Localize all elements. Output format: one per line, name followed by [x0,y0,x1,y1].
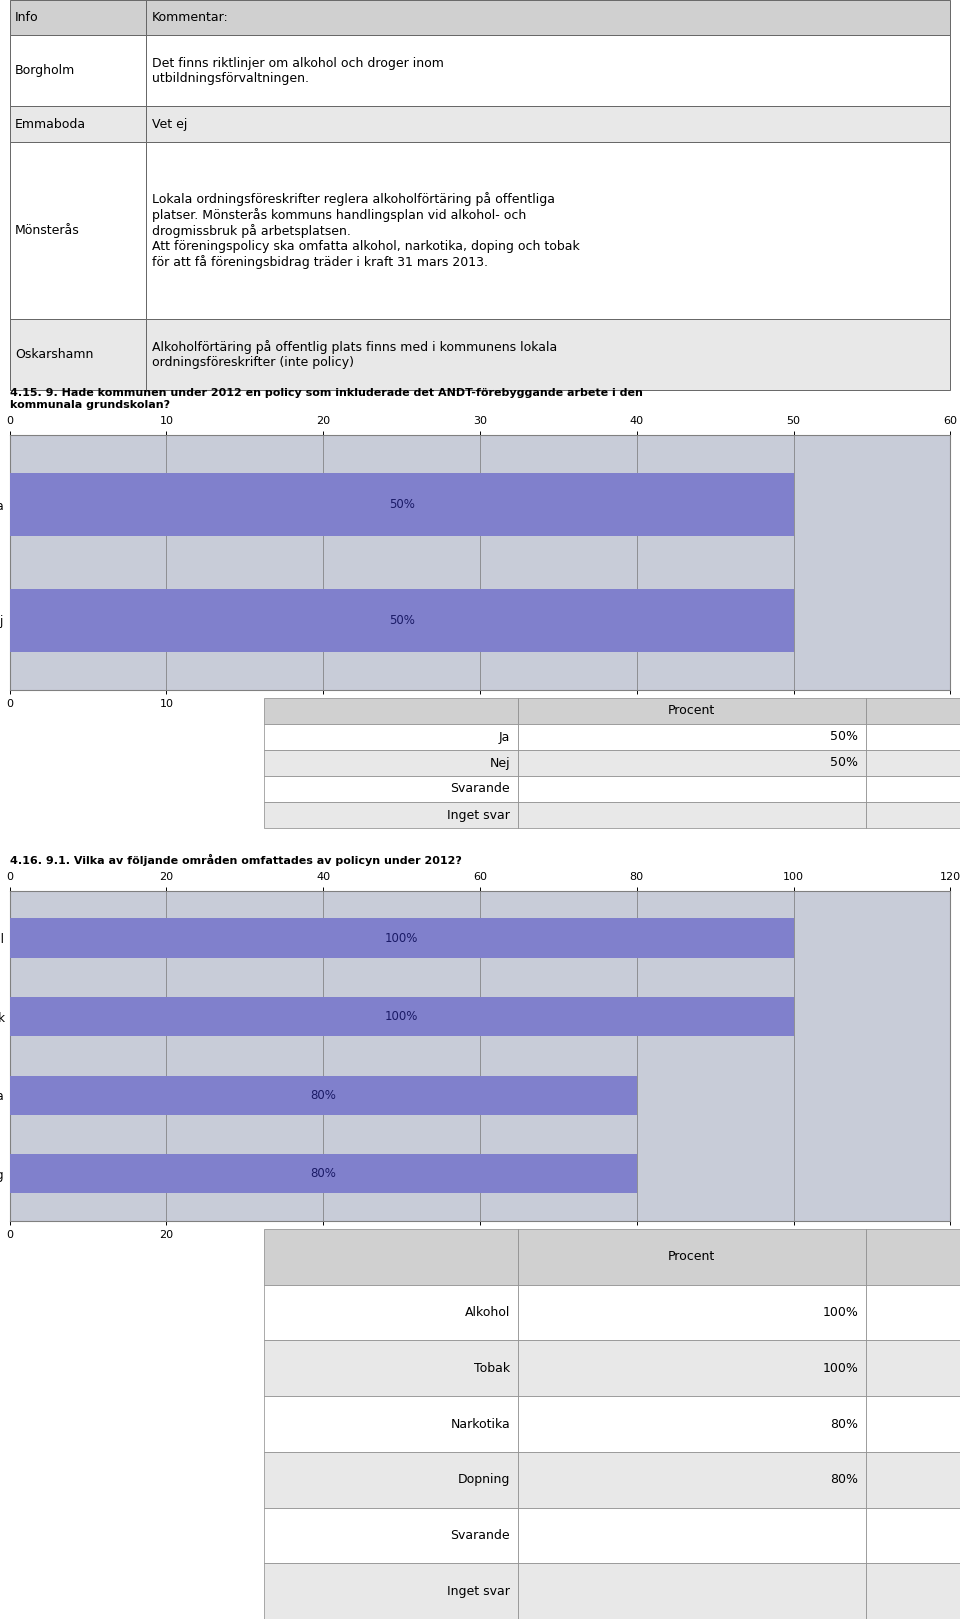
Bar [10,1075,636,1115]
Bar [10,107,146,142]
Bar [866,801,960,827]
Bar [866,698,960,724]
Bar [146,0,950,36]
Bar [264,1229,517,1285]
Bar [264,1285,517,1341]
Text: Alkoholförtäring på offentlig plats finns med i kommunens lokala
ordningsföreskr: Alkoholförtäring på offentlig plats finn… [152,340,557,369]
Bar [10,473,794,536]
Text: Emmaboda: Emmaboda [15,118,86,131]
Bar [517,1507,866,1564]
Bar [866,750,960,776]
Text: Oskarshamn: Oskarshamn [15,348,94,361]
Text: Svarande: Svarande [450,782,510,795]
Text: 80%: 80% [830,1473,858,1486]
Text: 4.16. 9.1. Vilka av följande områden omfattades av policyn under 2012?: 4.16. 9.1. Vilka av följande områden omf… [10,853,462,866]
Text: Inget svar: Inget svar [447,808,510,821]
Text: Dopning: Dopning [458,1473,510,1486]
Bar [264,801,517,827]
Bar [264,1341,517,1396]
Text: 80%: 80% [310,1090,336,1103]
Bar [146,142,950,319]
Text: 50%: 50% [830,730,858,743]
Bar [146,36,950,107]
Text: 80%: 80% [310,1167,336,1180]
Bar [517,724,866,750]
Bar [866,1396,960,1452]
Bar [517,750,866,776]
Bar [866,1285,960,1341]
Text: Inget svar: Inget svar [447,1585,510,1598]
Bar [866,1341,960,1396]
Bar [146,319,950,390]
Bar [264,1452,517,1507]
Text: 100%: 100% [385,931,419,944]
Text: Nej: Nej [490,756,510,769]
Bar [146,107,950,142]
Text: 100%: 100% [823,1307,858,1319]
Bar [10,319,146,390]
Bar [10,0,146,36]
Bar [517,1396,866,1452]
Text: 100%: 100% [385,1010,419,1023]
Bar [264,724,517,750]
Bar [10,918,794,958]
Text: Lokala ordningsföreskrifter reglera alkoholförtäring på offentliga
platser. Möns: Lokala ordningsföreskrifter reglera alko… [152,191,580,269]
Bar [517,1285,866,1341]
Text: 50%: 50% [389,614,415,627]
Bar [10,36,146,107]
Text: Det finns riktlinjer om alkohol och droger inom
utbildningsförvaltningen.: Det finns riktlinjer om alkohol och drog… [152,57,444,84]
Bar [264,1396,517,1452]
Bar [866,1507,960,1564]
Bar [264,1507,517,1564]
Text: Narkotika: Narkotika [450,1418,510,1431]
Bar [866,1229,960,1285]
Text: Ja: Ja [499,730,510,743]
Bar [264,750,517,776]
Text: 50%: 50% [830,756,858,769]
Bar [866,1452,960,1507]
Text: 4.15. 9. Hade kommunen under 2012 en policy som inkluderade det ANDT-förebyggand: 4.15. 9. Hade kommunen under 2012 en pol… [10,389,642,410]
Bar [866,776,960,801]
Text: 100%: 100% [823,1362,858,1375]
Text: 80%: 80% [830,1418,858,1431]
Text: Svarande: Svarande [450,1528,510,1541]
Text: Procent: Procent [668,1250,715,1263]
Text: Info: Info [15,11,38,24]
Bar [10,142,146,319]
Bar [264,1564,517,1619]
Bar [517,1452,866,1507]
Text: Borgholm: Borgholm [15,65,76,78]
Bar [10,997,794,1036]
Bar [264,776,517,801]
Bar [866,724,960,750]
Text: Vet ej: Vet ej [152,118,187,131]
Text: Tobak: Tobak [474,1362,510,1375]
Text: Mönsterås: Mönsterås [15,223,80,236]
Bar [517,1564,866,1619]
Text: Alkohol: Alkohol [465,1307,510,1319]
Bar [264,698,517,724]
Bar [517,1341,866,1396]
Text: Kommentar:: Kommentar: [152,11,228,24]
Text: Procent: Procent [668,704,715,717]
Bar [866,1564,960,1619]
Bar [517,776,866,801]
Bar [10,1154,636,1193]
Text: 50%: 50% [389,499,415,512]
Bar [517,1229,866,1285]
Bar [10,589,794,652]
Bar [517,698,866,724]
Bar [517,801,866,827]
